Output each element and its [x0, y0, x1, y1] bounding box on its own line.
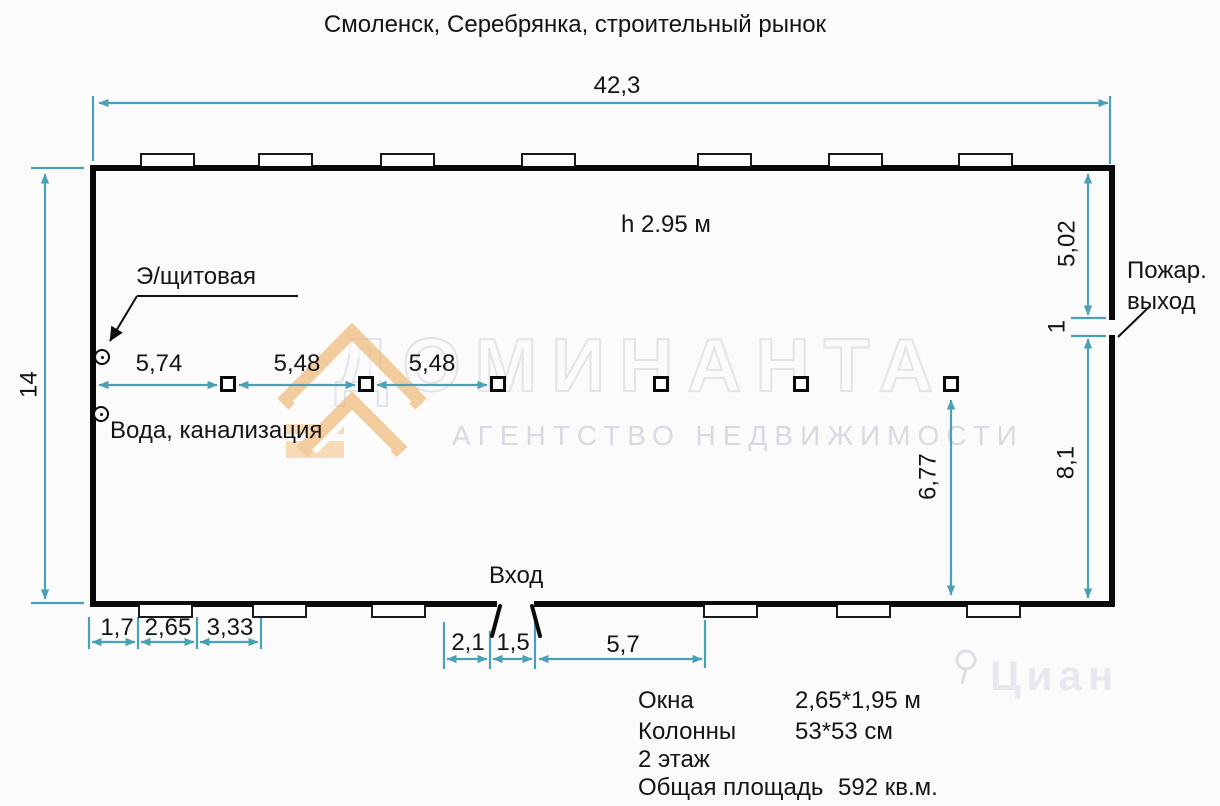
window — [521, 153, 576, 166]
dim-fire-door: 1 — [1043, 319, 1071, 334]
portal-watermark: Циан — [990, 652, 1120, 699]
column-marker — [220, 376, 236, 392]
total-area-label: Общая площадь — [638, 774, 824, 801]
ceiling-height-note: h 2.95 м — [621, 211, 711, 238]
window — [138, 605, 193, 618]
dim-right-lower: 8,1 — [1052, 445, 1080, 480]
dim-total-width: 42,3 — [593, 72, 641, 99]
fire-exit-opening — [1107, 320, 1117, 335]
dim-total-depth: 14 — [15, 371, 43, 398]
window — [258, 153, 313, 166]
dim-entrance-left: 2,1 — [451, 629, 485, 656]
water-sewage-label: Вода, канализация — [110, 417, 323, 444]
dim-inner-depth: 6,77 — [914, 453, 942, 500]
windows-note-label: Окна — [638, 687, 694, 714]
window — [380, 153, 435, 166]
dim-col-gap-2: 5,48 — [273, 350, 321, 377]
page-title: Смоленск, Серебрянка, строительный рынок — [323, 11, 827, 38]
fire-exit-label-line1: Пожар. — [1127, 257, 1207, 284]
window — [703, 605, 758, 618]
entrance-opening — [497, 600, 534, 609]
agency-watermark: ДОМИНАНТА — [334, 322, 947, 408]
column-marker — [358, 376, 374, 392]
column-marker — [943, 376, 959, 392]
dim-bottom-seg-1: 1,7 — [100, 614, 134, 641]
water-point-icon — [93, 406, 109, 422]
window — [958, 153, 1013, 166]
electrical-point-icon — [94, 349, 110, 365]
dim-col-gap-1: 5,74 — [135, 350, 183, 377]
window — [697, 153, 752, 166]
columns-note-value: 53*53 см — [795, 718, 893, 745]
fire-exit-label-line2: выход — [1127, 288, 1196, 315]
entrance-label: Вход — [489, 562, 544, 589]
window — [828, 153, 883, 166]
electrical-room-label: Э/щитовая — [136, 263, 256, 290]
total-area-value: 592 кв.м. — [838, 774, 938, 801]
window — [966, 605, 1021, 618]
window — [140, 153, 195, 166]
floor-note: 2 этаж — [638, 746, 710, 773]
building-outline — [90, 165, 1115, 607]
columns-note-label: Колонны — [638, 718, 737, 745]
windows-note-value: 2,65*1,95 м — [795, 687, 921, 714]
dim-entrance-door: 1,5 — [496, 629, 530, 656]
dim-bottom-seg-2: 2,65 — [144, 614, 192, 641]
window — [252, 605, 307, 618]
dim-entrance-right: 5,7 — [606, 631, 640, 658]
column-marker — [793, 376, 809, 392]
window — [836, 605, 891, 618]
window — [371, 605, 426, 618]
agency-tagline-watermark: АГЕНТСТВО НЕДВИЖИМОСТИ — [452, 420, 1024, 451]
dim-col-gap-3: 5,48 — [408, 350, 456, 377]
dim-bottom-seg-3: 3,33 — [206, 614, 254, 641]
map-pin-icon — [955, 649, 977, 685]
column-marker — [653, 376, 669, 392]
dim-right-upper: 5,02 — [1053, 220, 1081, 267]
column-marker — [490, 376, 506, 392]
